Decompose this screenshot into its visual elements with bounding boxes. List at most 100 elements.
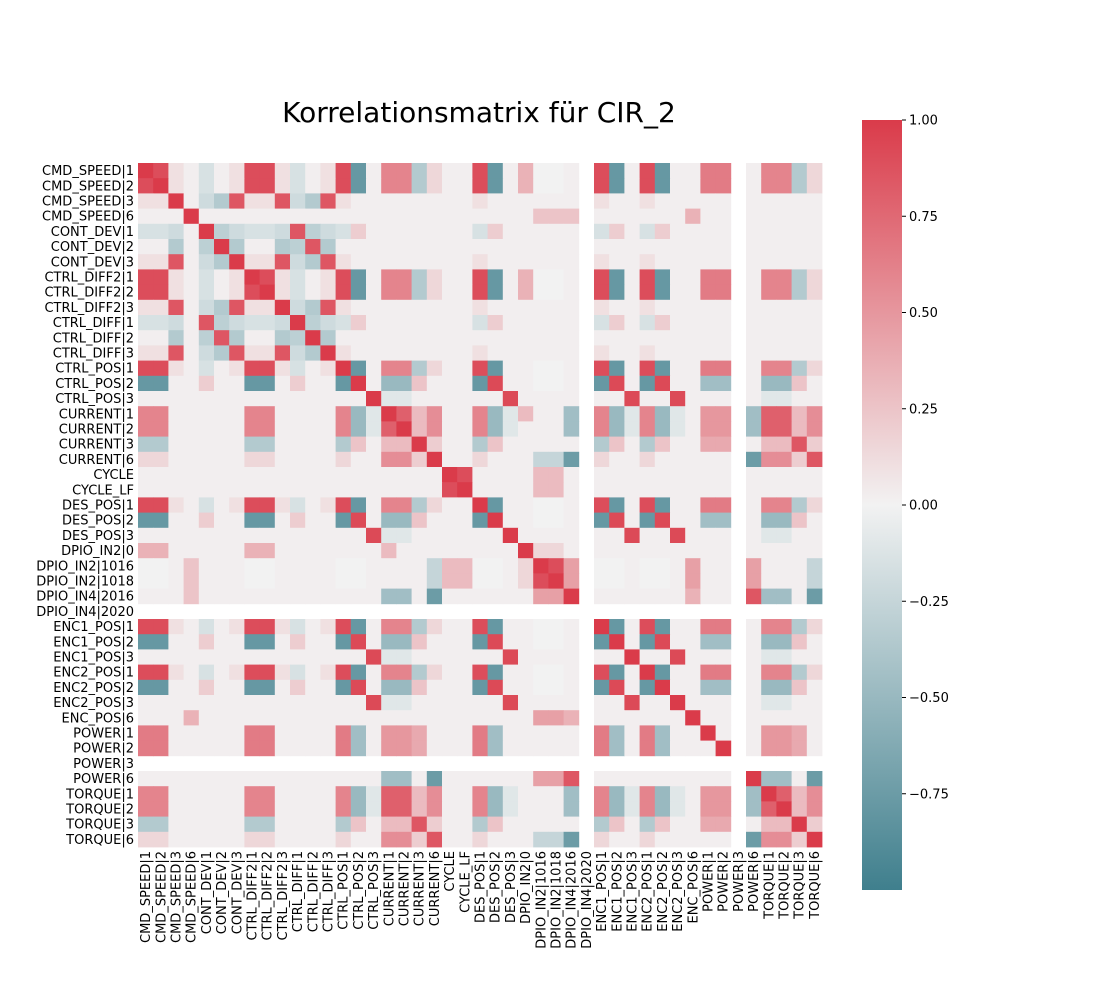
- heatmap-cell: [685, 239, 701, 255]
- heatmap-cell: [229, 710, 245, 726]
- heatmap-cell: [305, 284, 321, 301]
- heatmap-cell: [426, 391, 443, 407]
- heatmap-cell: [670, 163, 686, 179]
- heatmap-cell: [487, 771, 504, 787]
- heatmap-cell: [487, 634, 504, 650]
- heatmap-cell: [518, 269, 534, 285]
- heatmap-cell: [776, 391, 792, 407]
- heatmap-cell: [411, 801, 428, 817]
- heatmap-cell: [381, 740, 397, 757]
- heatmap-cell: [457, 284, 473, 301]
- heatmap-cell: [654, 254, 671, 270]
- heatmap-cell: [791, 406, 808, 422]
- heatmap-cell: [198, 801, 215, 817]
- heatmap-cell: [244, 543, 260, 559]
- heatmap-cell: [214, 558, 230, 574]
- heatmap-cell: [381, 573, 397, 589]
- heatmap-cell: [350, 451, 367, 468]
- heatmap-cell: [715, 588, 732, 605]
- heatmap-cell: [548, 451, 564, 468]
- heatmap-cell: [244, 573, 260, 589]
- heatmap-cell: [457, 208, 473, 225]
- heatmap-cell: [168, 163, 184, 179]
- heatmap-cell: [214, 619, 230, 635]
- chart-title: Korrelationsmatrix für CIR_2: [282, 96, 676, 129]
- heatmap-cell: [700, 254, 716, 270]
- x-tick-label: CTRL_DIFF2|3: [276, 851, 291, 941]
- heatmap-cell: [761, 588, 777, 605]
- heatmap-cell: [426, 284, 443, 301]
- heatmap-cell: [715, 239, 732, 255]
- heatmap-cell: [229, 512, 245, 529]
- heatmap-cell: [548, 239, 564, 255]
- heatmap-cell: [411, 771, 428, 787]
- x-tick-label: DES_POS|1: [474, 851, 489, 923]
- heatmap-cell: [670, 710, 686, 726]
- heatmap-cells: [138, 163, 823, 848]
- heatmap-cell: [715, 740, 732, 757]
- heatmap-cell: [609, 360, 625, 377]
- x-tick-label: DPIO_IN4|2016: [565, 851, 580, 949]
- heatmap-cell: [806, 771, 823, 787]
- heatmap-cell: [457, 239, 473, 255]
- heatmap-cell: [183, 786, 200, 802]
- heatmap-cell: [229, 786, 245, 802]
- heatmap-cell: [411, 269, 428, 285]
- y-tick-label: ENC1_POS|1: [53, 620, 134, 635]
- heatmap-cell: [746, 315, 762, 331]
- heatmap-cell: [168, 710, 184, 726]
- y-tick-label: CMD_SPEED|6: [42, 210, 134, 225]
- heatmap-cell: [138, 436, 154, 453]
- heatmap-cell: [654, 482, 671, 498]
- heatmap-cell: [168, 345, 184, 361]
- heatmap-cell: [138, 163, 154, 179]
- heatmap-cell: [594, 239, 610, 255]
- heatmap-cell: [700, 193, 716, 209]
- heatmap-cell: [533, 801, 549, 817]
- heatmap-cell: [639, 284, 656, 301]
- heatmap-cell: [168, 482, 184, 498]
- heatmap-cell: [259, 451, 276, 468]
- heatmap-cell: [442, 816, 458, 833]
- heatmap-cell: [153, 664, 169, 681]
- heatmap-cell: [320, 558, 336, 574]
- heatmap-cell: [274, 467, 291, 483]
- x-tick-label: CMD_SPEED|6: [185, 851, 200, 943]
- heatmap-cell: [548, 527, 564, 544]
- heatmap-cell: [700, 269, 716, 285]
- heatmap-cell: [502, 634, 519, 650]
- heatmap-cell: [594, 710, 610, 726]
- heatmap-cell: [594, 816, 610, 833]
- heatmap-cell: [366, 649, 382, 665]
- heatmap-cell: [487, 163, 504, 179]
- heatmap-cell: [274, 482, 291, 498]
- heatmap-cell: [715, 664, 732, 681]
- heatmap-cell: [259, 178, 276, 194]
- heatmap-cell: [320, 406, 336, 422]
- heatmap-cell: [594, 163, 610, 179]
- heatmap-cell: [670, 284, 686, 301]
- heatmap-cell: [487, 406, 504, 422]
- heatmap-cell: [214, 482, 230, 498]
- heatmap-cell: [426, 558, 443, 574]
- heatmap-cell: [381, 725, 397, 741]
- colorbar-tick-label: 1.00: [909, 114, 938, 129]
- heatmap-cell: [274, 345, 291, 361]
- heatmap-cell: [609, 573, 625, 589]
- heatmap-cell: [548, 512, 564, 529]
- heatmap-cell: [700, 284, 716, 301]
- heatmap-cell: [274, 558, 291, 574]
- heatmap-cell: [594, 512, 610, 529]
- heatmap-cell: [244, 634, 260, 650]
- heatmap-cell: [457, 695, 473, 711]
- y-tick-label: TORQUE|1: [65, 787, 134, 802]
- heatmap-cell: [411, 254, 428, 270]
- heatmap-cell: [563, 482, 580, 498]
- x-tick-label: ENC2_POS|1: [641, 851, 656, 932]
- heatmap-cell: [791, 269, 808, 285]
- heatmap-cell: [472, 193, 488, 209]
- heatmap-cell: [305, 436, 321, 453]
- heatmap-cell: [487, 497, 504, 513]
- heatmap-cell: [274, 816, 291, 833]
- heatmap-cell: [791, 360, 808, 377]
